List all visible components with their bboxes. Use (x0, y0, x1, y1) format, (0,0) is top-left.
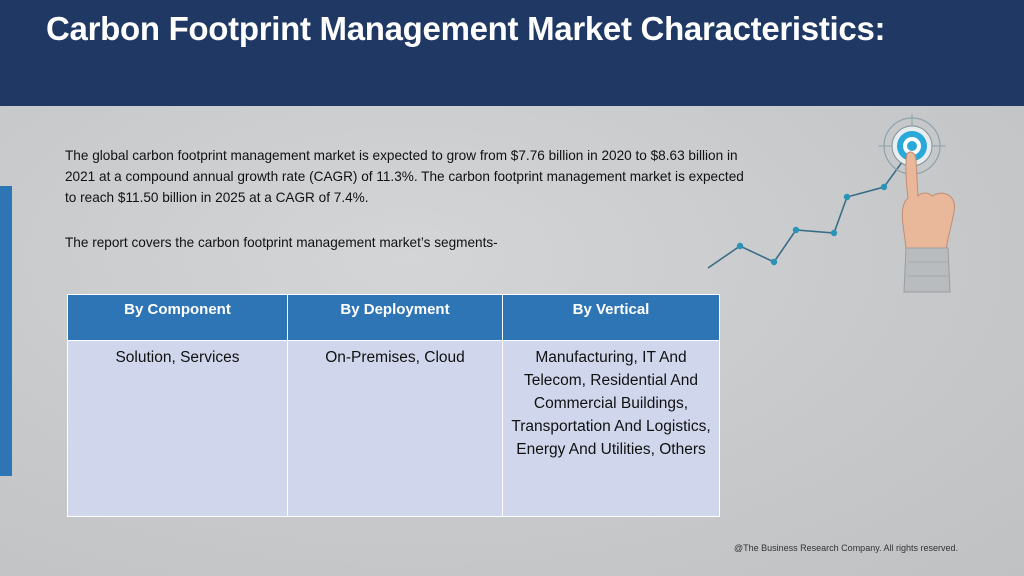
cell-component: Solution, Services (67, 340, 288, 517)
header-by-deployment: By Deployment (287, 294, 503, 341)
market-summary-paragraph: The global carbon footprint management m… (65, 148, 744, 205)
table-row: Solution, Services On-Premises, Cloud Ma… (67, 340, 720, 517)
copyright-footer: @The Business Research Company. All righ… (734, 543, 959, 553)
page-title: Carbon Footprint Management Market Chara… (46, 10, 886, 47)
header-by-vertical: By Vertical (502, 294, 720, 341)
cell-vertical: Manufacturing, IT And Telecom, Residenti… (502, 340, 720, 517)
growth-line-icon (707, 150, 911, 269)
pointing-hand-icon (901, 151, 955, 293)
growth-target-illustration (707, 114, 955, 293)
target-icon (878, 114, 946, 178)
segments-intro-paragraph: The report covers the carbon footprint m… (65, 235, 498, 250)
header-banner: Carbon Footprint Management Market Chara… (0, 0, 1024, 106)
left-accent-bar (0, 186, 12, 476)
table-header-row: By Component By Deployment By Vertical (67, 294, 720, 341)
market-segments-table: By Component By Deployment By Vertical S… (67, 294, 720, 517)
cell-deployment: On-Premises, Cloud (287, 340, 503, 517)
header-by-component: By Component (67, 294, 288, 341)
